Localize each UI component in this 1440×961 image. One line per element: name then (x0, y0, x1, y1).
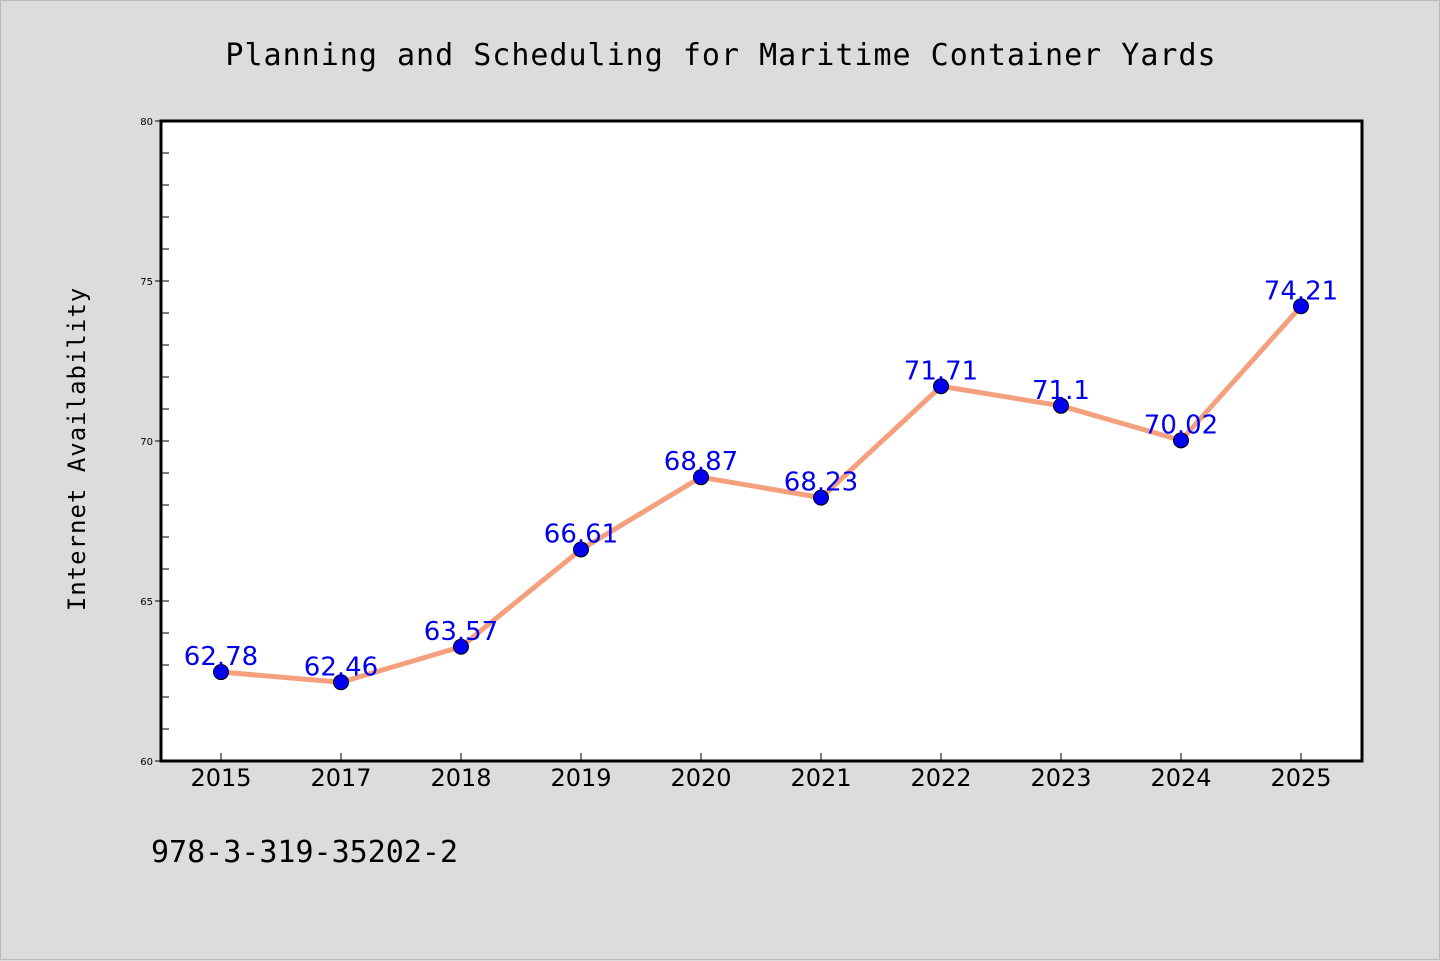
data-point (453, 638, 469, 655)
data-label: 62.78 (184, 642, 258, 672)
x-tick-label: 2019 (550, 764, 611, 792)
footer-code: 978-3-319-35202-2 (151, 835, 459, 870)
x-axis: 2015 2017 2018 2019 2020 2021 2022 2023 2024 2025 (190, 753, 1332, 792)
x-tick-label: 2015 (190, 764, 251, 792)
y-axis-label: Internet Availability (63, 287, 91, 611)
x-tick-label: 2017 (310, 764, 371, 792)
data-label: 74.21 (1264, 276, 1338, 306)
x-tick-label: 2020 (670, 764, 731, 792)
data-label: 68.87 (664, 447, 738, 477)
data-point (573, 541, 589, 558)
data-point (933, 378, 949, 395)
y-tick-label: 70 (140, 437, 153, 448)
x-tick-label: 2021 (790, 764, 851, 792)
data-point (1053, 397, 1069, 414)
x-tick-label: 2018 (430, 764, 491, 792)
data-label: 66.61 (544, 519, 618, 549)
data-point (213, 664, 229, 681)
data-label: 68.23 (784, 468, 858, 498)
x-tick-label: 2023 (1030, 764, 1091, 792)
x-tick-label: 2024 (1150, 764, 1211, 792)
y-tick-label: 80 (140, 117, 153, 128)
plot-frame (159, 119, 1364, 763)
series-group: 62.78 62.46 63.57 66.61 68.87 68.23 71.71 71.1 7… (184, 276, 1338, 691)
data-point (1293, 298, 1309, 315)
data-point (1173, 432, 1189, 449)
y-tick-label: 65 (140, 597, 153, 608)
y-tick-label: 75 (140, 277, 153, 288)
data-point (813, 489, 829, 506)
x-tick-label: 2022 (910, 764, 971, 792)
series-line (218, 303, 1304, 685)
data-label: 70.02 (1144, 410, 1218, 440)
data-label: 62.46 (304, 652, 378, 682)
plot-area (161, 121, 1362, 761)
y-tick-label: 60 (140, 757, 153, 768)
data-label: 71.1 (1032, 376, 1090, 406)
data-label: 63.57 (424, 617, 498, 647)
data-label: 71.71 (904, 356, 978, 386)
chart-title: Planning and Scheduling for Maritime Con… (225, 38, 1216, 73)
data-point (693, 469, 709, 486)
x-tick-label: 2025 (1270, 764, 1331, 792)
data-point (333, 674, 349, 691)
